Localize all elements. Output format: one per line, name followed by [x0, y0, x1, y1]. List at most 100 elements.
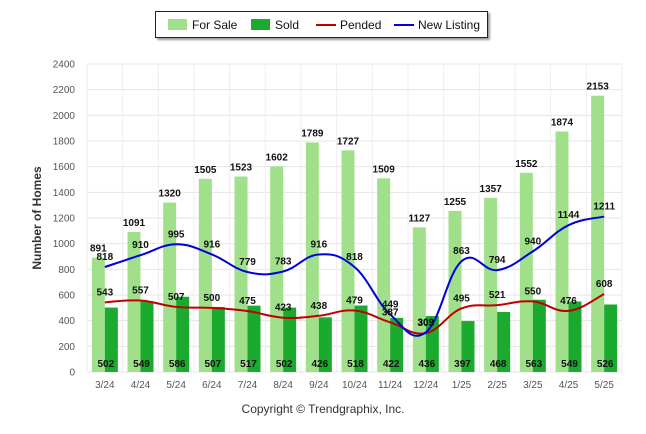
- y-tick-label: 1800: [53, 137, 76, 148]
- label-for-sale: 1523: [230, 163, 253, 174]
- bar-sold: [568, 301, 582, 372]
- label-for-sale: 1874: [551, 118, 574, 129]
- x-tick-label: 8/24: [273, 380, 293, 391]
- label-for-sale: 1255: [444, 197, 467, 208]
- bar-sold: [176, 296, 190, 372]
- label-new-listing: 995: [168, 229, 185, 240]
- legend-label-for-sale: For Sale: [192, 18, 238, 32]
- label-pended: 608: [596, 279, 613, 290]
- bar-sold: [497, 311, 511, 372]
- label-pended: 423: [275, 303, 292, 314]
- label-new-listing: 863: [453, 246, 470, 257]
- label-pended: 557: [132, 286, 149, 297]
- x-tick-label: 4/24: [131, 380, 151, 391]
- label-for-sale: 1320: [159, 189, 182, 200]
- line-pended: [104, 293, 605, 335]
- x-tick-label: 5/24: [166, 380, 186, 391]
- bar-for-sale: [377, 178, 391, 372]
- label-sold: 502: [97, 359, 114, 370]
- y-tick-label: 2400: [53, 60, 76, 71]
- bar-for-sale: [234, 176, 248, 372]
- label-sold: 468: [490, 359, 507, 370]
- label-sold: 518: [347, 359, 364, 370]
- legend-label-new-listing: New Listing: [418, 18, 481, 32]
- y-tick-label: 1600: [53, 162, 76, 173]
- bar-for-sale: [163, 202, 177, 372]
- x-tick-label: 1/25: [452, 380, 472, 391]
- y-tick-label: 1400: [53, 188, 76, 199]
- label-new-listing: 818: [96, 252, 113, 263]
- y-tick-label: 200: [58, 342, 75, 353]
- x-tick-label: 5/25: [594, 380, 614, 391]
- label-for-sale: 1552: [515, 159, 538, 170]
- bar-for-sale: [198, 178, 212, 372]
- label-sold: 563: [525, 359, 542, 370]
- label-for-sale: 1509: [373, 164, 396, 175]
- label-new-listing: 818: [346, 252, 363, 263]
- bar-sold: [532, 299, 546, 372]
- x-tick-label: 3/25: [523, 380, 543, 391]
- bar-sold: [140, 301, 154, 372]
- label-pended: 438: [310, 301, 327, 312]
- label-sold: 426: [311, 359, 328, 370]
- label-for-sale: 1789: [301, 128, 324, 139]
- y-tick-label: 800: [58, 265, 75, 276]
- label-sold: 549: [133, 359, 150, 370]
- bar-sold: [461, 321, 475, 372]
- label-for-sale: 1602: [266, 152, 289, 163]
- bar-sold: [318, 317, 332, 372]
- x-tick-label: 3/24: [95, 380, 115, 391]
- line-new-listing: [104, 215, 605, 337]
- label-for-sale: 1091: [123, 218, 146, 229]
- y-tick-label: 0: [69, 368, 75, 379]
- label-new-listing: 779: [239, 257, 256, 268]
- label-pended: 303: [417, 318, 434, 329]
- bar-sold: [390, 317, 404, 372]
- label-pended: 476: [560, 296, 577, 307]
- label-for-sale: 1127: [408, 213, 430, 224]
- bar-for-sale: [519, 172, 533, 372]
- y-tick-label: 1200: [53, 214, 76, 225]
- bar-for-sale: [270, 166, 284, 372]
- label-new-listing: 910: [132, 240, 149, 251]
- label-new-listing: 916: [310, 239, 327, 250]
- label-pended: 387: [382, 307, 399, 318]
- label-for-sale: 1357: [480, 184, 503, 195]
- bar-sold: [247, 305, 261, 372]
- label-new-listing: 449: [382, 299, 399, 310]
- label-pended: 500: [203, 293, 220, 304]
- label-new-listing: 916: [203, 239, 220, 250]
- x-tick-label: 9/24: [309, 380, 329, 391]
- new-listing-swatch: [394, 24, 414, 26]
- bar-sold: [211, 306, 225, 372]
- label-pended: 495: [453, 293, 470, 304]
- bar-for-sale: [448, 210, 462, 372]
- label-new-listing: 940: [524, 236, 541, 247]
- label-pended: 550: [524, 286, 541, 297]
- sold-swatch: [251, 19, 270, 30]
- bar-for-sale: [412, 227, 426, 372]
- label-sold: 526: [597, 359, 614, 370]
- label-sold: 549: [561, 359, 578, 370]
- x-tick-label: 7/24: [238, 380, 258, 391]
- label-sold: 397: [454, 359, 471, 370]
- label-sold: 586: [169, 359, 186, 370]
- label-new-listing: 783: [275, 257, 292, 268]
- y-tick-label: 2000: [53, 111, 76, 122]
- label-pended: 475: [239, 296, 256, 307]
- label-sold: 507: [204, 359, 221, 370]
- y-tick-label: 2200: [53, 85, 76, 96]
- y-tick-label: 600: [58, 291, 75, 302]
- label-sold: 502: [276, 359, 293, 370]
- label-for-sale: 891: [90, 244, 107, 255]
- y-tick-label: 400: [58, 316, 75, 327]
- x-tick-label: 2/25: [487, 380, 507, 391]
- label-sold: 517: [240, 359, 257, 370]
- label-pended: 479: [346, 296, 363, 307]
- legend-label-pended: Pended: [340, 18, 382, 32]
- label-new-listing: 794: [489, 255, 506, 266]
- legend-label-sold: Sold: [275, 18, 300, 32]
- bar-sold: [104, 307, 118, 372]
- bar-for-sale: [91, 257, 105, 372]
